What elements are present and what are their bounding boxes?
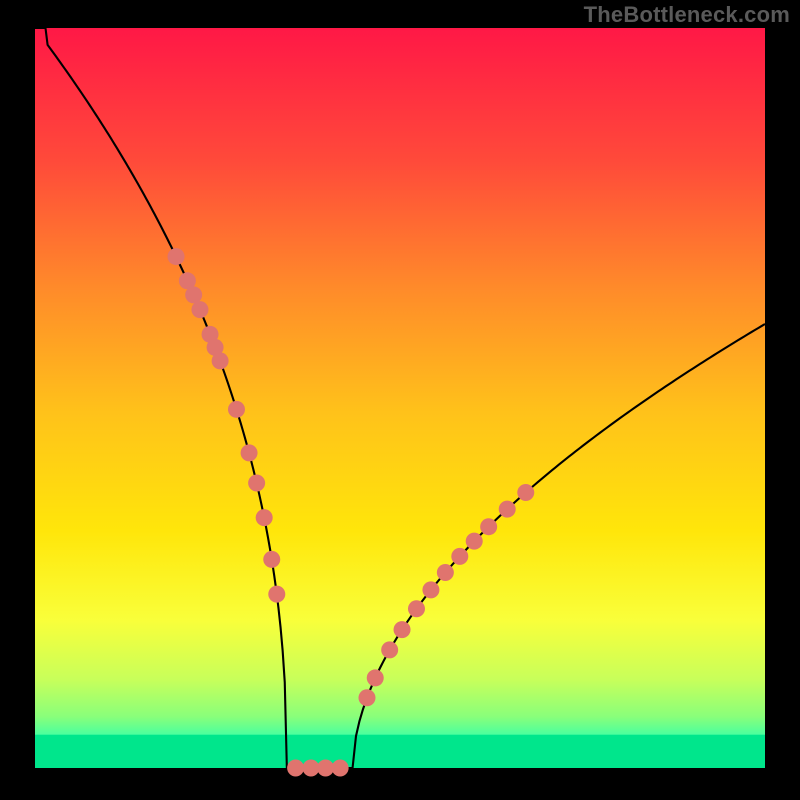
data-point [394,621,411,638]
data-point [451,548,468,565]
data-point [212,352,229,369]
data-point [408,600,425,617]
data-point [248,474,265,491]
data-point [317,760,334,777]
data-point [185,286,202,303]
watermark-text: TheBottleneck.com [584,2,790,28]
data-point [422,581,439,598]
plot-background [35,28,765,768]
data-point [228,401,245,418]
data-point [168,248,185,265]
data-point [358,689,375,706]
data-point [332,760,349,777]
data-point [480,518,497,535]
data-point [437,564,454,581]
data-point [367,669,384,686]
chart-frame: TheBottleneck.com [0,0,800,800]
data-point [256,509,273,526]
green-zone [35,735,765,768]
data-point [263,551,280,568]
data-point [241,444,258,461]
data-point [517,484,534,501]
data-point [381,641,398,658]
data-point [302,760,319,777]
data-point [191,301,208,318]
bottleneck-curve-chart [0,0,800,800]
data-point [287,760,304,777]
data-point [268,586,285,603]
data-point [499,501,516,518]
data-point [466,533,483,550]
